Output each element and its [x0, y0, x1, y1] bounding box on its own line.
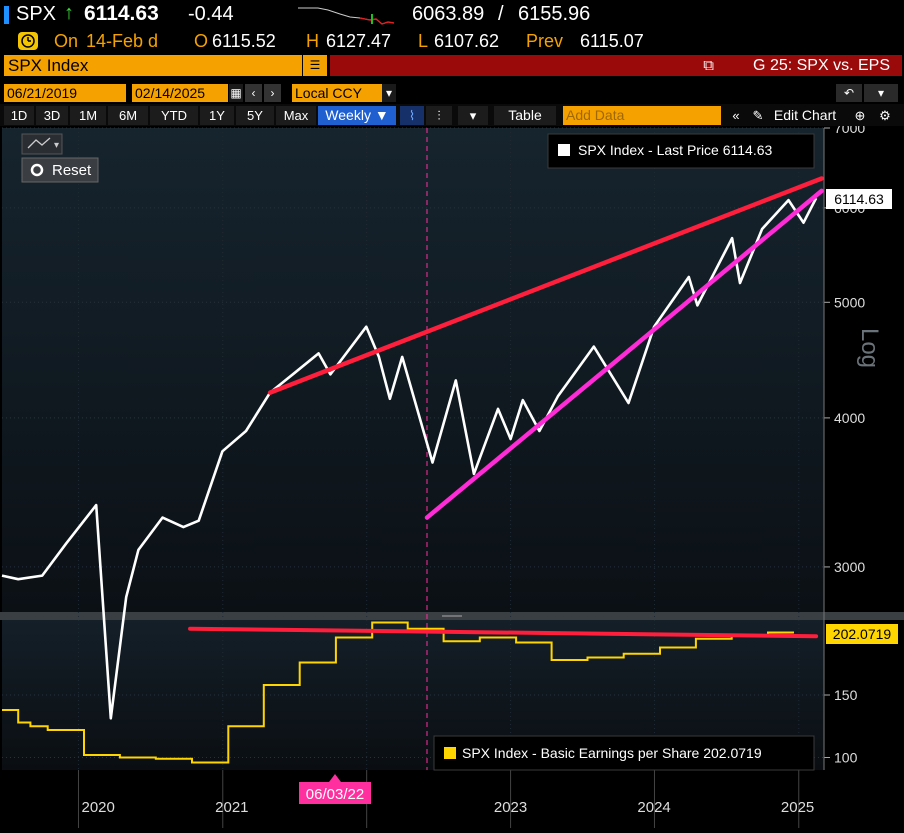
toolbar: 1D 3D 1M 6M YTD 1Y 5Y Max Weekly ▼ ⌇ ⫶ ▾… — [0, 104, 904, 126]
upper-trendline[interactable] — [267, 176, 824, 395]
log-scale-label[interactable]: Log — [856, 328, 883, 368]
last-price: 6114.63 — [84, 2, 159, 25]
range-ytd-button[interactable]: YTD — [150, 106, 198, 125]
chart-tool-icon[interactable] — [21, 133, 63, 155]
security-dropdown-icon[interactable]: ☰ — [302, 55, 327, 76]
eps-tick-label: 150 — [834, 687, 858, 703]
graph-title: G 25: SPX vs. EPS — [753, 57, 890, 74]
security-field[interactable]: SPX Index — [4, 55, 302, 76]
high-label: H — [306, 31, 319, 51]
prev-label: Prev — [526, 31, 564, 51]
reset-button[interactable] — [21, 157, 99, 183]
prev-value: 6115.07 — [580, 31, 644, 51]
range-6m-button[interactable]: 6M — [108, 106, 148, 125]
price-last-tag: 6114.63 — [826, 189, 892, 209]
date-marker-label: 06/03/22 — [306, 786, 364, 803]
lower-trendline[interactable] — [424, 188, 824, 520]
open-value: 6115.52 — [212, 31, 276, 51]
range-low: 6063.89 — [412, 3, 485, 25]
range-max-button[interactable]: Max — [276, 106, 316, 125]
chart-type-dropdown-icon[interactable]: ▾ — [458, 106, 488, 125]
reset-icon — [30, 163, 44, 177]
time-axis: 2020 2021 2023 2024 2025 — [77, 128, 825, 828]
quote-date: 14-Feb d — [86, 31, 159, 51]
collapse-icon[interactable]: « — [732, 108, 740, 123]
year-tick-label: 2024 — [637, 799, 670, 816]
price-legend-text: SPX Index - Last Price 6114.63 — [578, 142, 773, 158]
year-tick-label: 2025 — [781, 799, 814, 816]
redo-icon[interactable]: ▾ — [864, 84, 898, 102]
clock-icon — [18, 32, 38, 50]
reset-widget: ▾ Reset — [21, 133, 99, 183]
net-change: -0.44 — [188, 3, 234, 25]
range-3d-button[interactable]: 3D — [36, 106, 68, 125]
currency-field[interactable]: Local CCY — [292, 84, 382, 102]
on-label: On — [54, 31, 79, 51]
popout-icon[interactable]: ⧉ — [703, 57, 714, 74]
prev-period-button[interactable]: ‹ — [245, 84, 262, 102]
line-chart-icon[interactable]: ⌇ — [400, 106, 424, 125]
eps-legend-text: SPX Index - Basic Earnings per Share 202… — [462, 745, 762, 761]
high-value: 6127.47 — [326, 31, 392, 51]
table-button[interactable]: Table — [494, 106, 556, 125]
range-separator: / — [498, 3, 504, 25]
currency-dropdown-icon[interactable]: ▾ — [382, 84, 396, 102]
blue-marker — [4, 6, 9, 24]
sparkline-icon — [298, 7, 395, 25]
eps-last-tag-text: 202.0719 — [833, 626, 892, 642]
start-date-field[interactable]: 06/21/2019 — [4, 84, 126, 102]
price-last-tag-text: 6114.63 — [834, 191, 884, 207]
add-data-field[interactable]: Add Data — [563, 106, 721, 125]
frequency-dropdown[interactable]: Weekly ▼ — [318, 106, 396, 125]
eps-trendline[interactable] — [188, 626, 819, 639]
edit-chart-button[interactable]: Edit Chart — [773, 107, 837, 123]
up-arrow-icon: ↑ — [64, 2, 74, 24]
x-axis-bg — [0, 770, 904, 828]
range-1y-button[interactable]: 1Y — [200, 106, 234, 125]
low-value: 6107.62 — [434, 31, 500, 51]
eps-tick-label: 100 — [834, 750, 858, 766]
ticker: SPX — [16, 3, 57, 25]
price-legend[interactable]: SPX Index - Last Price 6114.63 — [547, 133, 815, 169]
spacer — [126, 84, 130, 102]
calendar-icon[interactable]: ▦ — [229, 84, 243, 102]
range-high: 6155.96 — [518, 3, 591, 25]
ohlc-line: On 14-Feb d O 6115.52 H 6127.47 L 6107.6… — [0, 30, 904, 54]
date-controls: 06/21/2019 02/14/2025 ▦ ‹ › Local CCY ▾ … — [0, 82, 904, 104]
price-tick-label: 7000 — [834, 126, 865, 136]
eps-legend[interactable]: SPX Index - Basic Earnings per Share 202… — [433, 735, 815, 771]
range-5y-button[interactable]: 5Y — [236, 106, 274, 125]
undo-icon[interactable]: ↶ — [836, 84, 862, 102]
price-tick-label: 5000 — [834, 294, 865, 310]
quote-line: SPX ↑ 6114.63 -0.44 6063.89 / 6155.96 — [0, 0, 904, 30]
eps-last-tag: 202.0719 — [826, 624, 898, 644]
price-series-line — [1, 197, 818, 720]
year-tick-label: 2021 — [215, 799, 248, 816]
range-1m-button[interactable]: 1M — [70, 106, 106, 125]
svg-text:▾: ▾ — [54, 140, 59, 151]
zoom-icon[interactable]: ⊕ — [854, 108, 866, 123]
end-date-field[interactable]: 02/14/2025 — [132, 84, 228, 102]
reset-label: Reset — [52, 162, 92, 179]
year-tick-label: 2023 — [494, 799, 527, 816]
price-panel-bg — [2, 128, 824, 612]
low-label: L — [418, 31, 429, 51]
year-tick-label: 2020 — [82, 799, 115, 816]
security-bar: SPX Index ☰ G 25: SPX vs. EPS ⧉ — [0, 54, 904, 78]
eps-legend-swatch — [444, 747, 456, 759]
price-legend-swatch — [558, 144, 570, 156]
eps-axis: 100 150 — [824, 687, 858, 766]
range-1d-button[interactable]: 1D — [4, 106, 34, 125]
gear-icon[interactable]: ⚙ — [879, 108, 891, 123]
price-tick-label: 3000 — [834, 559, 865, 575]
pencil-icon[interactable]: ✎ — [752, 108, 764, 123]
price-tick-label: 4000 — [834, 410, 865, 426]
open-label: O — [194, 31, 209, 51]
next-period-button[interactable]: › — [264, 84, 281, 102]
candlestick-icon[interactable]: ⫶ — [426, 106, 452, 125]
date-marker-tag[interactable]: 06/03/22 — [299, 774, 371, 804]
graph-title-bar: G 25: SPX vs. EPS ⧉ — [330, 55, 902, 76]
